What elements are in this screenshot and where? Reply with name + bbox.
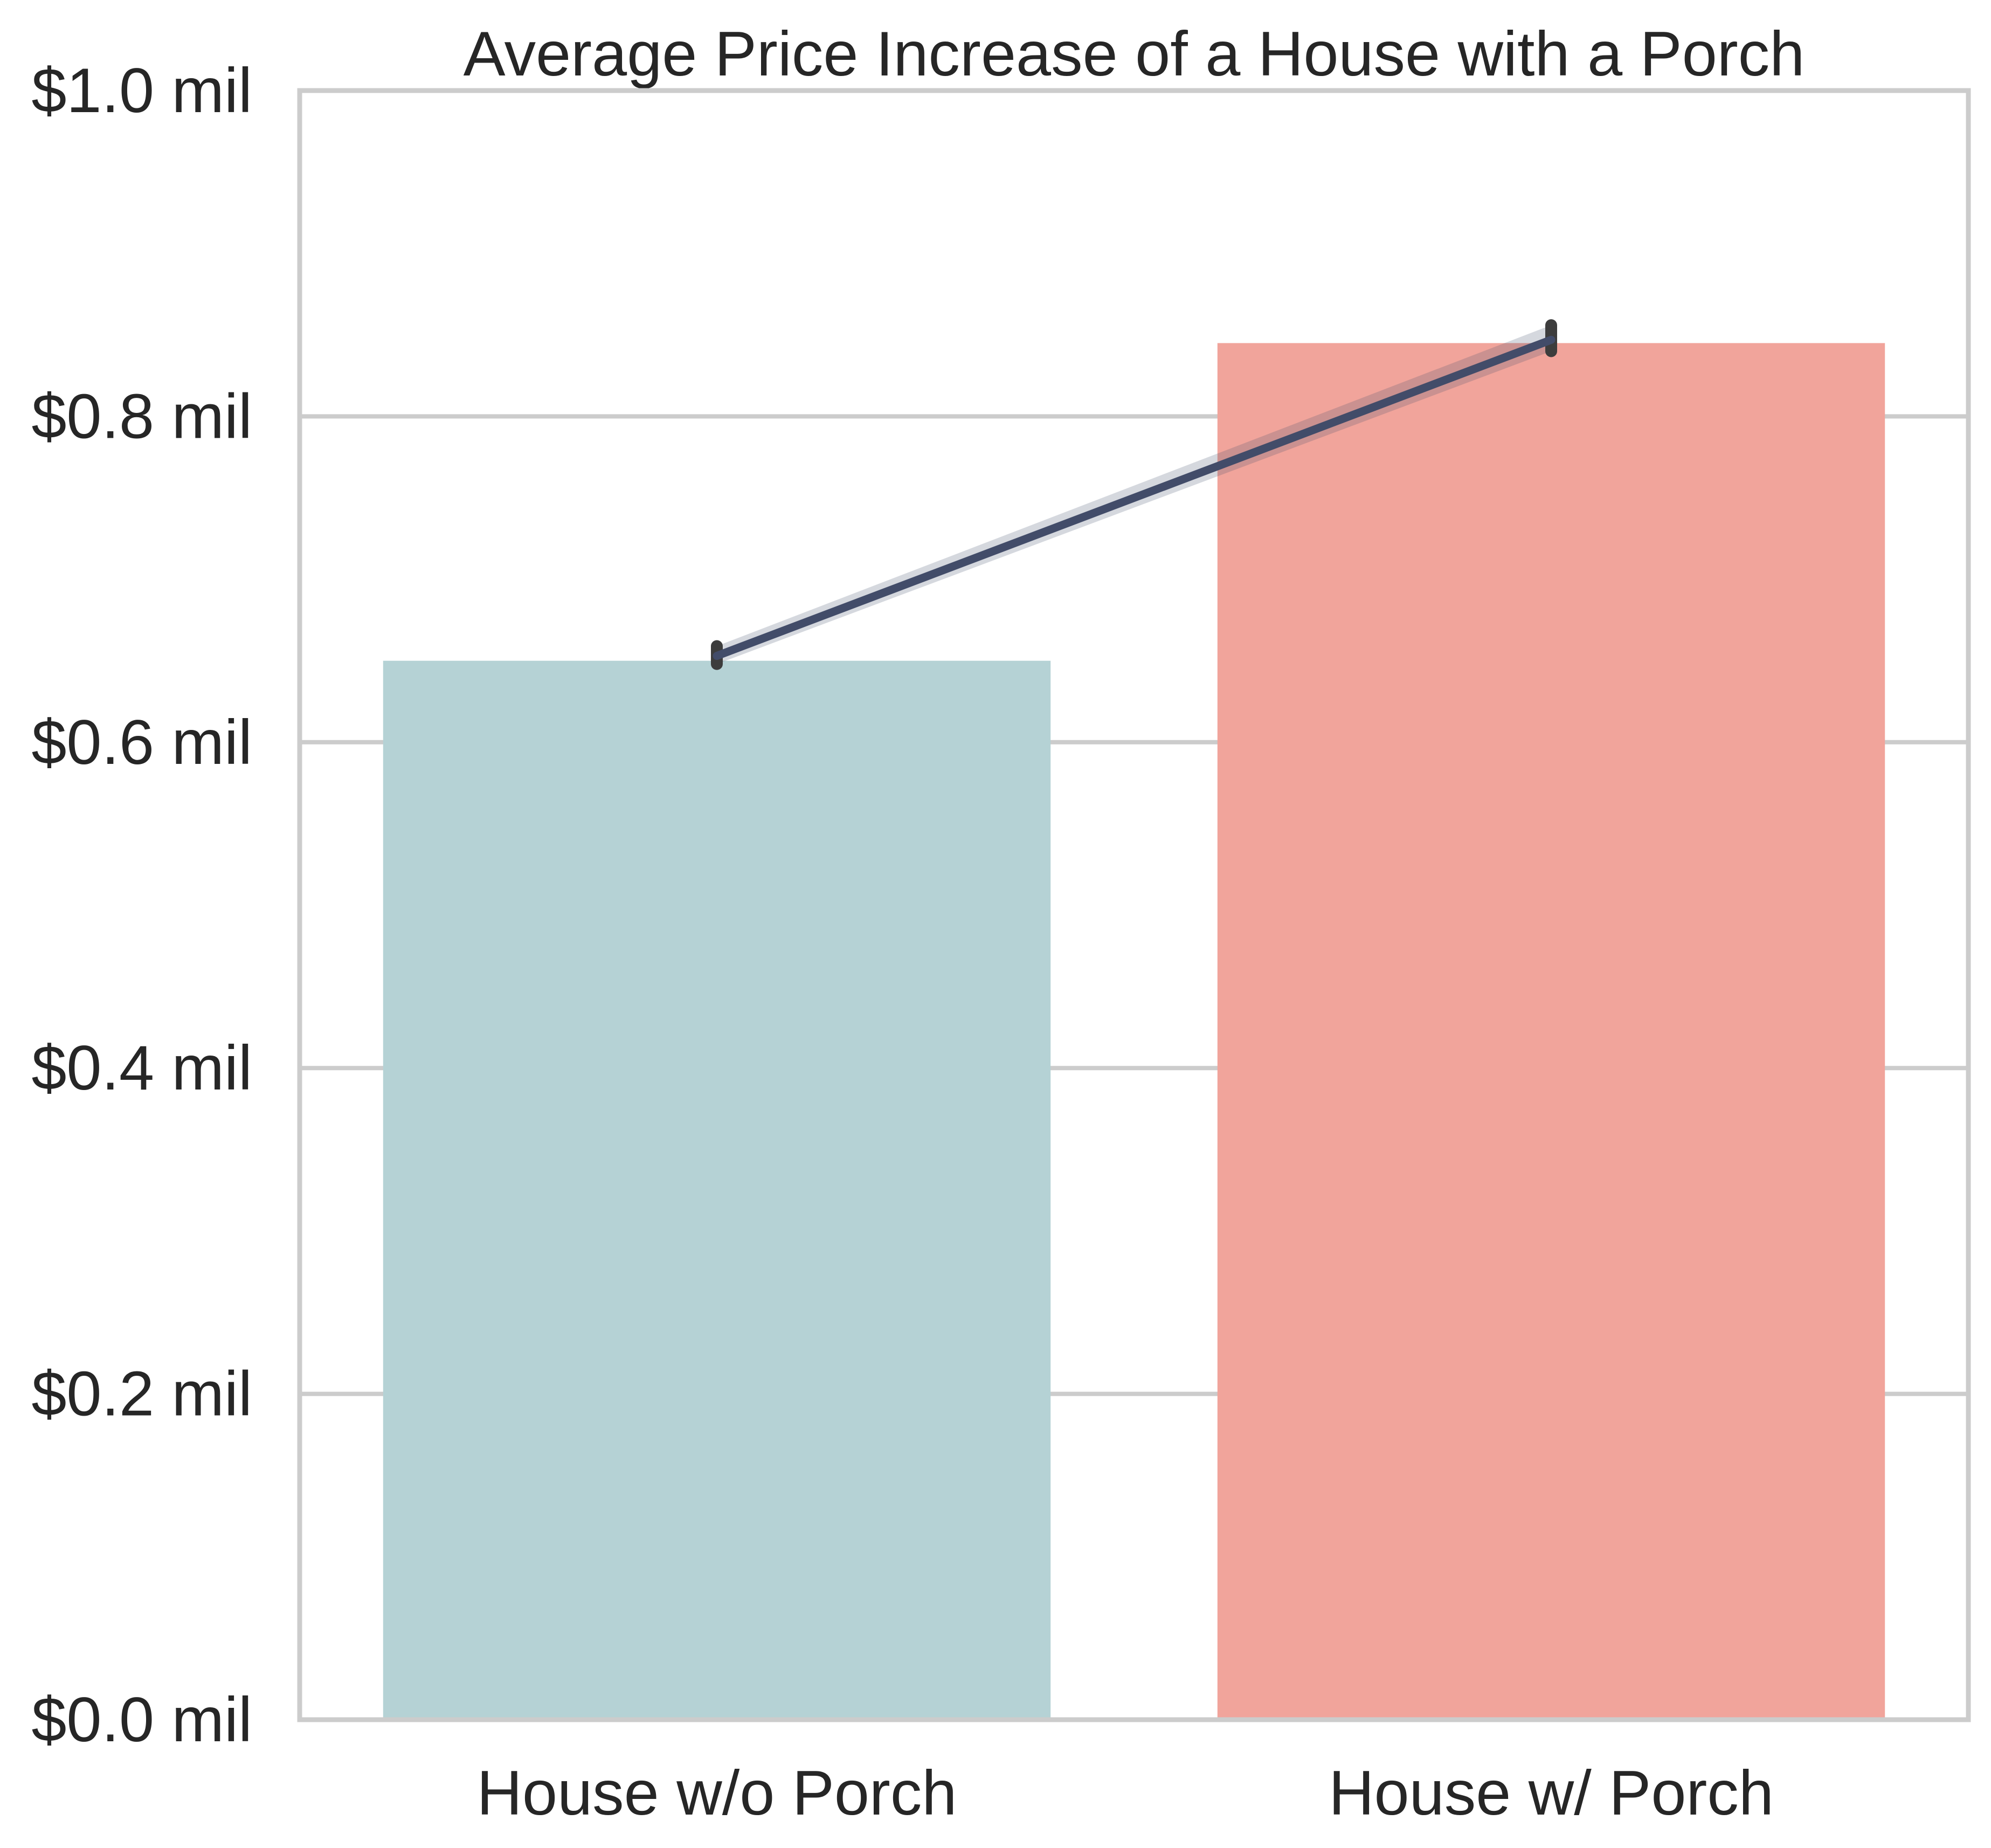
mean-line <box>713 335 1556 660</box>
bar-0 <box>383 660 1051 1720</box>
bar-1 <box>1217 343 1885 1720</box>
y-tick-label-3: $0.6 mil <box>31 707 252 777</box>
bars <box>383 343 1885 1720</box>
y-tick-label-5: $1.0 mil <box>31 55 252 126</box>
y-tick-label-1: $0.2 mil <box>31 1359 252 1429</box>
chart-title: Average Price Increase of a House with a… <box>464 18 1805 89</box>
x-tick-label-1: House w/ Porch <box>1329 1757 1774 1828</box>
plot-frame <box>297 88 1971 1722</box>
x-axis-tick-labels: House w/o Porch House w/ Porch <box>477 1757 1774 1828</box>
y-axis-tick-labels: $0.0 mil $0.2 mil $0.4 mil $0.6 mil $0.8 mil… <box>31 55 252 1755</box>
price-trend-line <box>711 319 1557 670</box>
y-tick-label-0: $0.0 mil <box>31 1684 252 1755</box>
x-tick-label-0: House w/o Porch <box>477 1757 957 1828</box>
y-tick-label-4: $0.8 mil <box>31 381 252 451</box>
y-tick-label-2: $0.4 mil <box>31 1032 252 1103</box>
